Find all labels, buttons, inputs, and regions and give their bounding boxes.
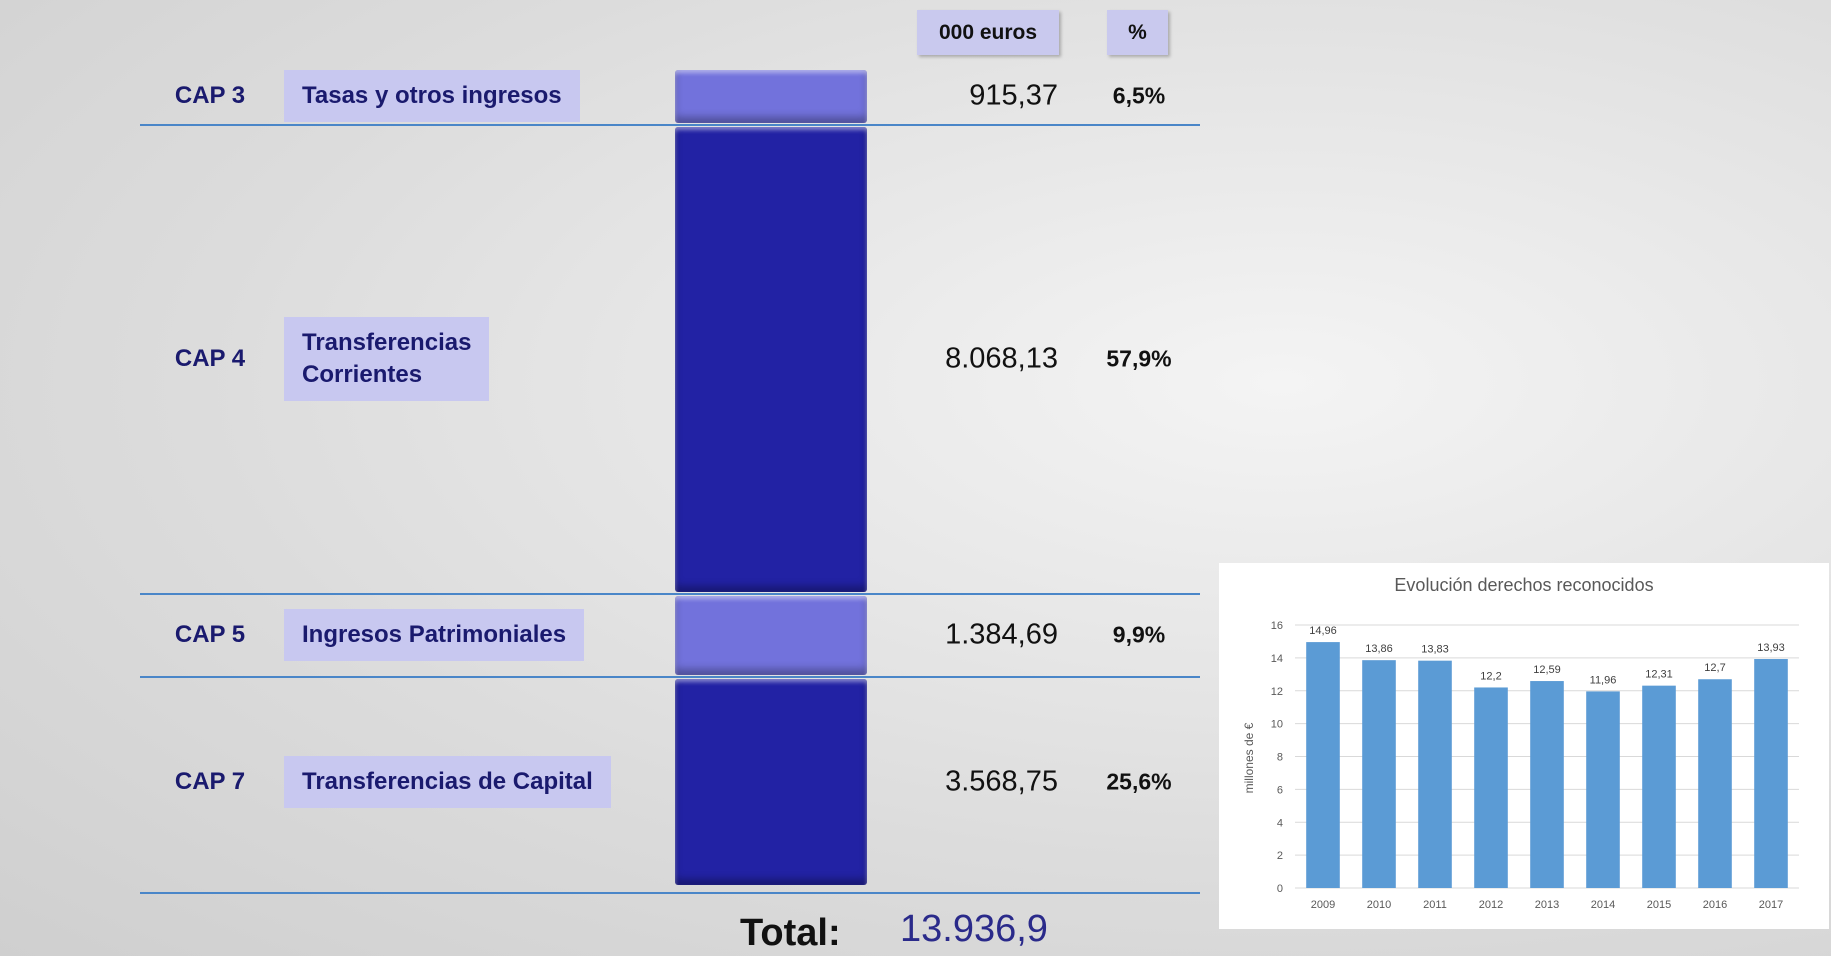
value-label: 3.568,75	[858, 766, 1058, 799]
stack-segment	[675, 127, 867, 592]
x-tick-label: 2017	[1759, 899, 1783, 911]
bar	[1418, 661, 1452, 888]
y-tick-label: 12	[1271, 686, 1283, 698]
y-tick-label: 6	[1277, 784, 1283, 796]
x-tick-label: 2014	[1591, 899, 1615, 911]
chapter-code: CAP 4	[150, 345, 270, 373]
total-value: 13.936,9	[900, 908, 1048, 951]
mini-chart: Evolución derechos reconocidos millones …	[1219, 563, 1829, 929]
y-tick-label: 2	[1277, 850, 1283, 862]
column-header: 000 euros	[917, 10, 1059, 55]
value-label: 8.068,13	[858, 343, 1058, 376]
chart-title: Evolución derechos reconocidos	[1394, 575, 1653, 595]
x-tick-label: 2011	[1423, 899, 1447, 911]
value-label: 12,59	[1533, 664, 1561, 676]
y-tick-label: 0	[1277, 883, 1283, 895]
x-tick-label: 2016	[1703, 899, 1727, 911]
divider	[140, 892, 1200, 894]
value-label: 1.384,69	[858, 619, 1058, 652]
bar	[1362, 660, 1396, 888]
x-tick-label: 2012	[1479, 899, 1503, 911]
x-tick-label: 2009	[1311, 899, 1335, 911]
divider	[140, 676, 1200, 678]
chapter-code: CAP 3	[150, 82, 270, 110]
total-label: Total:	[740, 912, 841, 955]
value-label: 12,7	[1704, 662, 1725, 674]
divider	[140, 593, 1200, 595]
percent-label: 9,9%	[1094, 622, 1184, 649]
y-axis-label: millones de €	[1242, 722, 1256, 793]
column-header: %	[1107, 10, 1168, 55]
bar	[1698, 679, 1732, 888]
bar	[1642, 686, 1676, 888]
value-label: 13,83	[1421, 644, 1449, 656]
x-tick-label: 2015	[1647, 899, 1671, 911]
value-label: 12,31	[1645, 669, 1673, 681]
value-label: 11,96	[1590, 674, 1617, 686]
percent-label: 25,6%	[1094, 769, 1184, 796]
chapter-label: Transferencias Corrientes	[284, 317, 489, 401]
chapter-code: CAP 5	[150, 621, 270, 649]
y-tick-label: 16	[1271, 620, 1283, 632]
value-label: 915,37	[858, 80, 1058, 113]
x-tick-label: 2013	[1535, 899, 1559, 911]
y-tick-label: 8	[1277, 752, 1283, 764]
divider	[140, 124, 1200, 126]
y-tick-label: 14	[1271, 653, 1283, 665]
bar	[1754, 659, 1788, 888]
y-tick-label: 10	[1271, 719, 1283, 731]
y-tick-label: 4	[1277, 817, 1283, 829]
chapter-label: Ingresos Patrimoniales	[284, 609, 584, 661]
value-label: 14,96	[1309, 625, 1337, 637]
value-label: 13,93	[1757, 642, 1785, 654]
chapter-code: CAP 7	[150, 768, 270, 796]
stack-segment	[675, 679, 867, 885]
chapter-label: Transferencias de Capital	[284, 756, 611, 808]
percent-label: 6,5%	[1094, 83, 1184, 110]
stack-segment	[675, 70, 867, 123]
percent-label: 57,9%	[1094, 346, 1184, 373]
value-label: 13,86	[1365, 643, 1393, 655]
slide: 000 euros % Total: 13.936,9 Evolución de…	[0, 0, 1831, 956]
stack-segment	[675, 596, 867, 676]
value-label: 12,2	[1480, 670, 1501, 682]
bar	[1306, 642, 1340, 888]
bar	[1474, 687, 1508, 888]
chapter-label: Tasas y otros ingresos	[284, 70, 580, 122]
bar	[1530, 681, 1564, 888]
x-tick-label: 2010	[1367, 899, 1391, 911]
bar	[1586, 691, 1620, 888]
